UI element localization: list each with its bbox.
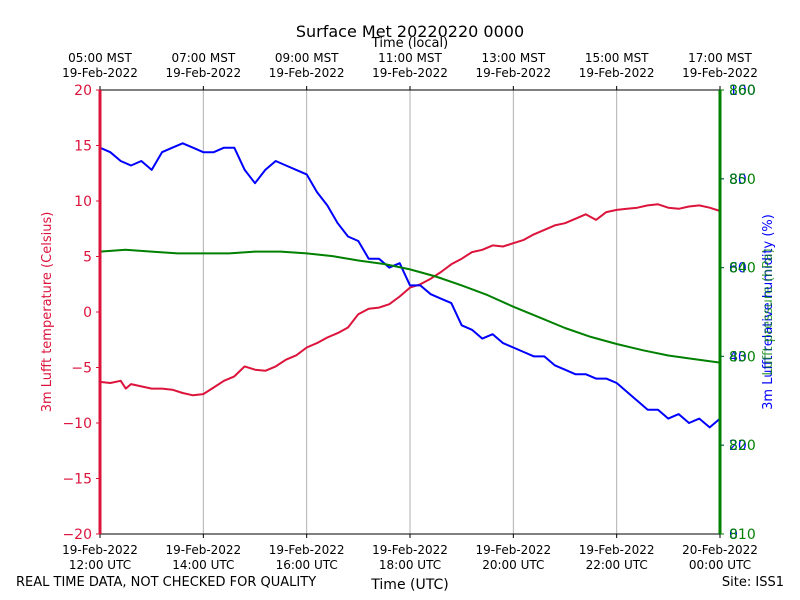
chart-title: Surface Met 20220220 0000 — [296, 22, 524, 41]
top-tick-label-date-2: 19-Feb-2022 — [269, 66, 345, 80]
x-tick-label-date-0: 19-Feb-2022 — [62, 543, 138, 557]
top-tick-label-time-1: 07:00 MST — [171, 51, 235, 65]
top-tick-label-date-0: 19-Feb-2022 — [62, 66, 138, 80]
temp-tick-label-2: −10 — [62, 416, 92, 432]
x-tick-label-time-4: 20:00 UTC — [482, 558, 544, 572]
top-tick-label-date-3: 19-Feb-2022 — [372, 66, 448, 80]
x-tick-label-date-5: 19-Feb-2022 — [579, 543, 655, 557]
top-tick-label-time-3: 11:00 MST — [378, 51, 442, 65]
series-line-temp — [99, 203, 721, 397]
x-tick-label-time-3: 18:00 UTC — [379, 558, 441, 572]
rh-tick-label-4: 80 — [729, 172, 747, 188]
pressure-tick-label-3: 840 — [729, 261, 756, 277]
x-tick-label-time-0: 12:00 UTC — [69, 558, 131, 572]
rh-tick-label-5: 100 — [729, 83, 756, 99]
rh-tick-label-0: 0 — [729, 527, 738, 543]
temp-tick-label-7: 15 — [74, 139, 92, 155]
x-tick-label-date-2: 19-Feb-2022 — [269, 543, 345, 557]
top-tick-label-time-5: 15:00 MST — [585, 51, 649, 65]
top-tick-label-time-0: 05:00 MST — [68, 51, 132, 65]
x-tick-label-date-1: 19-Feb-2022 — [165, 543, 241, 557]
rh-tick-label-3: 60 — [729, 261, 747, 277]
x-axis-label: Time (UTC) — [370, 577, 448, 593]
pressure-tick-label-1: 820 — [729, 438, 756, 454]
pressure-tick-label-2: 830 — [729, 349, 756, 365]
pressure-tick-label-4: 850 — [729, 172, 756, 188]
x-tick-label-time-1: 14:00 UTC — [172, 558, 234, 572]
pressure-tick-label-0: 810 — [729, 527, 756, 543]
temp-tick-label-4: 0 — [83, 305, 92, 321]
top-tick-label-date-4: 19-Feb-2022 — [475, 66, 551, 80]
temp-tick-label-5: 5 — [83, 250, 92, 266]
rh-tick-label-1: 20 — [729, 438, 747, 454]
x-tick-label-time-5: 22:00 UTC — [586, 558, 648, 572]
temp-tick-label-8: 20 — [74, 83, 92, 99]
temp-tick-label-1: −15 — [62, 472, 92, 488]
pressure-axis-label: Lufft pressure (hPa) — [761, 248, 776, 375]
left-axis-label: 3m Lufft temperature (Celsius) — [40, 212, 55, 413]
x-tick-label-time-2: 16:00 UTC — [276, 558, 338, 572]
series-layer — [99, 142, 721, 429]
pressure-tick-label-5: 860 — [729, 83, 756, 99]
x-tick-label-date-6: 20-Feb-2022 — [682, 543, 758, 557]
top-tick-label-date-6: 19-Feb-2022 — [682, 66, 758, 80]
top-tick-label-time-6: 17:00 MST — [688, 51, 752, 65]
top-tick-label-time-4: 13:00 MST — [481, 51, 545, 65]
series-line-pressure — [99, 248, 721, 364]
temp-tick-label-6: 10 — [74, 194, 92, 210]
x-tick-label-time-6: 00:00 UTC — [689, 558, 751, 572]
rh-tick-label-2: 40 — [729, 349, 747, 365]
top-tick-label-time-2: 09:00 MST — [275, 51, 339, 65]
x-tick-label-date-3: 19-Feb-2022 — [372, 543, 448, 557]
top-tick-label-date-5: 19-Feb-2022 — [579, 66, 655, 80]
quality-disclaimer: REAL TIME DATA, NOT CHECKED FOR QUALITY — [16, 575, 317, 590]
top-tick-label-date-1: 19-Feb-2022 — [165, 66, 241, 80]
temp-tick-label-0: −20 — [62, 527, 92, 543]
temp-tick-label-3: −5 — [71, 361, 92, 377]
site-label: Site: ISS1 — [721, 575, 784, 590]
rh-axis-label: 3m Lufft relative humidity (%) — [761, 214, 776, 410]
x-tick-label-date-4: 19-Feb-2022 — [475, 543, 551, 557]
grid-lines — [202, 90, 618, 534]
top-axis-label: Time (local) — [371, 36, 448, 51]
series-line-rh — [99, 142, 721, 429]
